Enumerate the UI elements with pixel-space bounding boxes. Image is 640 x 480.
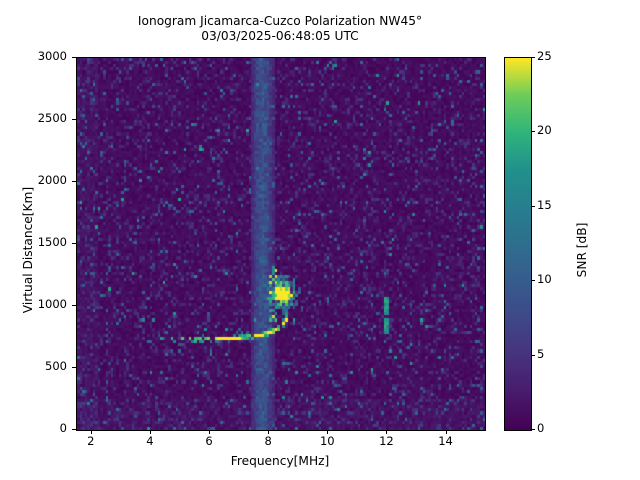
y-tick-mark <box>72 367 76 368</box>
y-tick-label: 0 <box>59 421 67 435</box>
x-tick-label: 14 <box>438 434 453 448</box>
colorbar <box>504 57 532 431</box>
x-tick-mark <box>268 430 270 434</box>
ionogram-heatmap-canvas <box>77 58 485 430</box>
x-tick-mark <box>149 430 151 434</box>
colorbar-tick-mark <box>531 57 535 58</box>
x-tick-mark <box>386 430 388 434</box>
colorbar-tick-label: 0 <box>537 421 545 435</box>
y-tick-mark <box>72 429 76 430</box>
y-tick-label: 1000 <box>37 297 67 311</box>
x-tick-label: 10 <box>319 434 335 448</box>
y-tick-mark <box>72 57 76 58</box>
x-tick-label: 2 <box>87 434 95 448</box>
y-tick-label: 2000 <box>37 173 67 187</box>
x-tick-mark <box>209 430 211 434</box>
y-tick-mark <box>72 181 76 182</box>
colorbar-tick-label: 5 <box>537 346 545 361</box>
x-axis-label: Frequency[MHz] <box>230 454 330 468</box>
y-tick-mark <box>72 305 76 306</box>
x-tick-label: 4 <box>146 434 154 448</box>
colorbar-tick-label: 10 <box>537 272 552 287</box>
colorbar-gradient <box>505 58 531 430</box>
x-tick-label: 6 <box>205 434 213 448</box>
y-tick-label: 500 <box>45 359 67 373</box>
colorbar-tick-mark <box>531 205 535 207</box>
colorbar-tick-label: 15 <box>537 197 552 212</box>
colorbar-tick-mark <box>531 131 535 133</box>
colorbar-tick-label: 20 <box>537 123 552 138</box>
x-tick-mark <box>327 430 329 434</box>
colorbar-tick-mark <box>531 354 535 356</box>
y-tick-label: 1500 <box>37 235 67 249</box>
y-tick-label: 2500 <box>37 111 67 125</box>
y-axis-label: Virtual Distance[Km] <box>21 186 35 314</box>
y-tick-mark <box>72 119 76 120</box>
y-tick-label: 3000 <box>37 49 67 63</box>
x-tick-mark <box>90 430 92 434</box>
x-tick-label: 12 <box>379 434 394 448</box>
colorbar-tick-mark <box>531 280 535 282</box>
colorbar-label: SNR [dB] <box>575 222 589 278</box>
colorbar-tick-mark <box>531 429 535 430</box>
chart-title: Ionogram Jicamarca-Cuzco Polarization NW… <box>137 14 423 43</box>
x-tick-label: 8 <box>264 434 272 448</box>
y-tick-mark <box>72 243 76 244</box>
colorbar-tick-label: 25 <box>537 49 552 63</box>
plot-area <box>76 57 486 431</box>
x-tick-mark <box>445 430 447 434</box>
